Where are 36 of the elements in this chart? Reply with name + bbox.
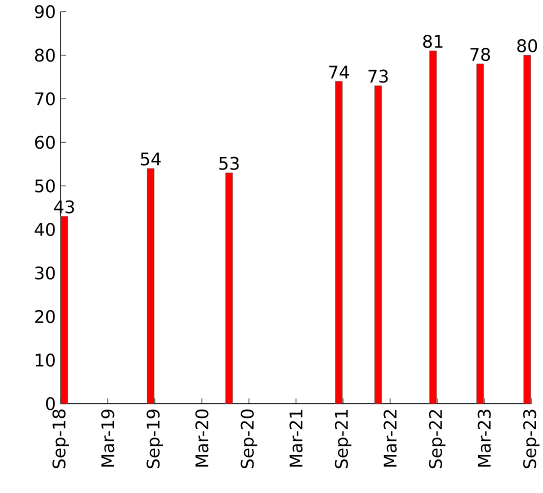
bar bbox=[374, 86, 382, 404]
y-tick-label: 20 bbox=[35, 310, 55, 324]
data-label: 73 bbox=[368, 70, 388, 83]
bar bbox=[225, 172, 233, 404]
y-tick-label: 30 bbox=[35, 266, 55, 280]
bar bbox=[146, 168, 154, 404]
y-tick-label: 90 bbox=[34, 5, 55, 18]
bar bbox=[335, 81, 343, 404]
y-tick-label: 70 bbox=[35, 92, 55, 106]
data-label: 80 bbox=[517, 39, 538, 52]
y-tick-label: 40 bbox=[34, 222, 55, 236]
x-tick-label: Sep-21 bbox=[334, 410, 352, 468]
x-tick-label: Sep-19 bbox=[146, 410, 164, 468]
x-tick-label: Sep-23 bbox=[523, 410, 540, 468]
x-tick-label: Mar-21 bbox=[289, 410, 303, 467]
y-tick-label: 80 bbox=[35, 48, 55, 62]
bar bbox=[523, 55, 531, 404]
bar bbox=[429, 50, 437, 404]
x-tick-label: Mar-23 bbox=[478, 410, 491, 467]
bar bbox=[476, 64, 484, 404]
x-tick-label: Mar-20 bbox=[195, 410, 208, 467]
x-tick-label: Mar-19 bbox=[101, 410, 114, 467]
x-tick-label: Mar-22 bbox=[384, 410, 397, 467]
y-tick-label: 0 bbox=[46, 397, 55, 410]
y-tick-label: 10 bbox=[36, 354, 55, 367]
bar bbox=[60, 216, 68, 404]
x-tick-label: Sep-22 bbox=[428, 410, 446, 468]
x-tick-label: Sep-18 bbox=[52, 410, 69, 468]
data-label: 53 bbox=[219, 156, 239, 170]
data-label: 81 bbox=[423, 34, 442, 48]
data-label: 54 bbox=[140, 152, 161, 166]
y-tick-label: 50 bbox=[35, 179, 55, 192]
x-tick-label: Sep-20 bbox=[240, 410, 258, 468]
data-label: 78 bbox=[470, 48, 490, 62]
data-label: 74 bbox=[329, 66, 349, 78]
y-tick-label: 60 bbox=[35, 136, 55, 149]
